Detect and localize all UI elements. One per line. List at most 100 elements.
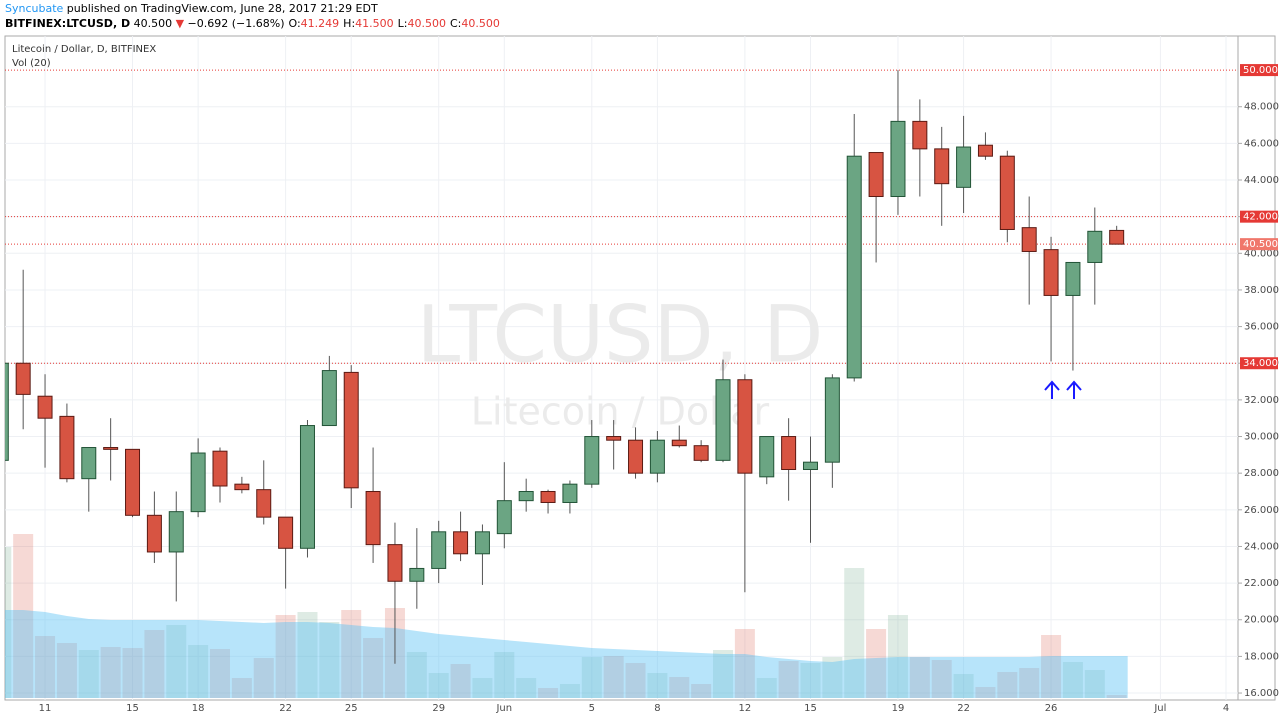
- candle-body: [606, 436, 622, 441]
- published: published on TradingView.com, June 28, 2…: [67, 2, 378, 15]
- candle-body: [5, 362, 9, 461]
- volume-bar: [275, 615, 296, 698]
- volume-bar: [13, 534, 34, 698]
- candle-body: [715, 379, 731, 461]
- volume-bar: [450, 664, 471, 698]
- volume-bar: [1062, 662, 1083, 698]
- volume-bar: [5, 547, 12, 698]
- y-tick-label: 46.000: [1244, 138, 1279, 149]
- candle-body: [649, 439, 665, 474]
- candle-body: [168, 511, 184, 553]
- candle-body: [321, 370, 337, 427]
- volume-bar: [56, 643, 77, 698]
- volume-bar: [538, 688, 559, 698]
- volume-bar: [166, 625, 187, 698]
- watermark: LTCUSD, D: [417, 290, 824, 380]
- publish-line: Syncubate published on TradingView.com, …: [5, 2, 378, 15]
- chart-title: Litecoin / Dollar, D, BITFINEX: [12, 44, 156, 55]
- candle-body: [81, 447, 97, 480]
- volume-bar: [428, 673, 449, 698]
- volume-bar: [625, 663, 646, 698]
- volume-bar: [188, 645, 209, 698]
- candle-body: [934, 148, 950, 185]
- candle-body: [37, 395, 53, 419]
- candle-body: [802, 461, 818, 471]
- change: −0.692 (−1.68%): [188, 17, 285, 30]
- volume-bar: [822, 657, 843, 698]
- arrow-up: [1044, 380, 1060, 399]
- ohlc-value: 41.249: [301, 17, 340, 30]
- candle-body: [299, 425, 315, 549]
- author-link[interactable]: Syncubate: [5, 2, 64, 15]
- price-axis: 16.000 18.000 20.000 22.000 24.000 26.000 28.0…: [39, 64, 1279, 714]
- level-label-box: [1240, 238, 1278, 251]
- candle-body: [956, 146, 972, 188]
- candle-body: [343, 371, 359, 489]
- candle-body: [453, 531, 469, 555]
- candle-body: [671, 439, 687, 447]
- y-tick-label: 40.000: [1244, 248, 1279, 259]
- y-tick-label: 28.000: [1244, 468, 1279, 479]
- ohlc-label: L:: [398, 17, 408, 30]
- volume-bar: [231, 678, 252, 698]
- x-tick-label: Jul: [1153, 703, 1166, 714]
- level-label: 40.500: [1243, 239, 1278, 250]
- x-tick-label: 15: [804, 703, 817, 714]
- volume-bar: [975, 687, 996, 698]
- last: 40.500: [134, 17, 173, 30]
- ohlc: O:41.249 H:41.500 L:40.500 C:40.500: [289, 17, 500, 30]
- level-label-box: [1240, 64, 1278, 77]
- x-tick-label: 22: [279, 703, 292, 714]
- ohlc-label: H:: [343, 17, 355, 30]
- level-label: 34.000: [1243, 358, 1278, 369]
- candle-body: [868, 152, 884, 198]
- level-label: 50.000: [1243, 65, 1278, 76]
- grid: [5, 36, 1238, 700]
- volume-bar: [78, 650, 99, 698]
- candle-body: [1021, 227, 1037, 252]
- level-label: 42.000: [1243, 212, 1278, 223]
- candle-body: [190, 452, 206, 513]
- x-tick-label: 4: [1223, 703, 1229, 714]
- volume-bar: [100, 647, 121, 698]
- y-tick-label: 20.000: [1244, 615, 1279, 626]
- y-tick-label: 16.000: [1244, 688, 1279, 699]
- volume-bar: [516, 678, 537, 698]
- candle-body: [387, 544, 403, 582]
- volume-bar: [35, 636, 56, 698]
- volume-bar: [144, 630, 165, 698]
- volume-bar: [669, 677, 690, 698]
- arrow-up: [1066, 380, 1082, 399]
- candle-body: [212, 450, 228, 487]
- x-tick-label: 11: [39, 703, 52, 714]
- candle-body: [474, 531, 490, 555]
- candle-body: [409, 567, 425, 582]
- volume-bar: [472, 678, 493, 698]
- candle-body: [824, 377, 840, 463]
- volume-bar: [800, 663, 821, 698]
- symbol: BITFINEX:LTCUSD, D: [5, 17, 130, 30]
- candle-body: [562, 483, 578, 503]
- candle-body: [256, 489, 272, 518]
- volume-bar: [931, 660, 952, 698]
- ohlc-label: C:: [450, 17, 461, 30]
- x-tick-label: 19: [892, 703, 905, 714]
- candle-body: [431, 531, 447, 569]
- volume-bar: [997, 672, 1018, 698]
- candle-body: [890, 120, 906, 198]
- volume-bar: [297, 612, 318, 698]
- candle-body: [781, 436, 797, 471]
- x-tick-label: 8: [654, 703, 660, 714]
- candle-body: [912, 120, 928, 150]
- x-tick-label: 26: [1045, 703, 1058, 714]
- ohlc-value: 41.500: [355, 17, 394, 30]
- y-tick-label: 36.000: [1244, 322, 1279, 333]
- level-label-box: [1240, 357, 1278, 370]
- volume-bar: [581, 657, 602, 698]
- candle-body: [1087, 230, 1103, 263]
- candles: [5, 70, 1125, 664]
- y-tick-label: 44.000: [1244, 175, 1279, 186]
- volume-bar: [1041, 635, 1062, 698]
- candle-body: [496, 500, 512, 535]
